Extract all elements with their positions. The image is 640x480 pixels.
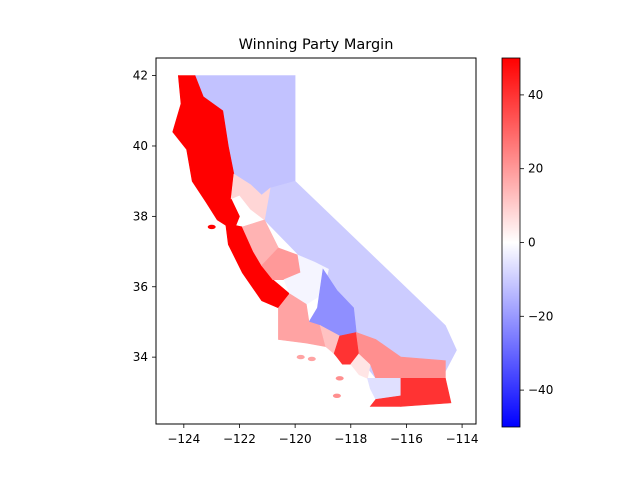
island-farallon: [207, 224, 216, 230]
map-regions: [172, 75, 457, 407]
colorbar-ticks: −40 −20 0 20 40: [520, 88, 553, 397]
region-san-diego-south: [369, 395, 402, 407]
x-axis: −124 −122 −120 −118 −116 −114: [167, 424, 479, 446]
colorbar-tick-label: 40: [528, 88, 543, 102]
region-inland-empire: [355, 332, 446, 379]
x-tick-label: −114: [446, 432, 479, 446]
colorbar: −40 −20 0 20 40: [501, 57, 553, 428]
x-tick-label: −120: [279, 432, 312, 446]
map-islands: [207, 224, 344, 398]
colorbar-tick-label: −20: [528, 309, 553, 323]
map-plot-area: [155, 57, 477, 425]
chart-title: Winning Party Margin: [239, 37, 394, 53]
colorbar-tick-label: −40: [528, 383, 553, 397]
island-san-clemente: [332, 393, 341, 398]
region-north-coast: [172, 75, 240, 231]
island-channel-islands-east: [307, 356, 316, 362]
y-tick-label: 34: [133, 350, 148, 364]
x-tick-label: −118: [334, 432, 367, 446]
colorbar-tick-label: 0: [528, 236, 536, 250]
x-tick-label: −116: [390, 432, 423, 446]
x-tick-label: −122: [223, 432, 256, 446]
x-tick-label: −124: [167, 432, 200, 446]
island-santa-catalina: [335, 376, 344, 381]
colorbar-tick-label: 20: [528, 162, 543, 176]
region-imperial: [400, 377, 452, 407]
y-tick-label: 38: [133, 209, 148, 223]
y-axis: 34 36 38 40 42: [133, 69, 156, 364]
plot-frame: [155, 57, 477, 425]
y-tick-label: 42: [133, 69, 148, 83]
y-tick-label: 40: [133, 139, 148, 153]
colorbar-gradient: [501, 57, 521, 428]
y-tick-label: 36: [133, 280, 148, 294]
island-channel-islands-west: [296, 354, 305, 360]
